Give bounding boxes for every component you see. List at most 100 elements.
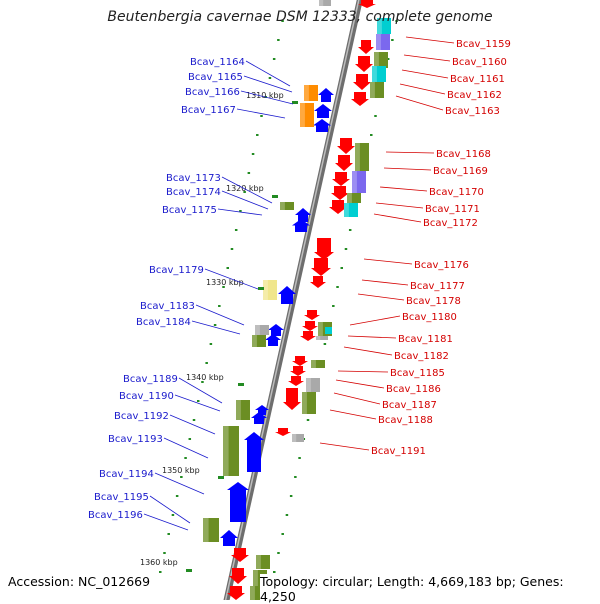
cog-block-shade (236, 400, 241, 420)
cog-block-shade (253, 570, 258, 586)
guide-dot-right (344, 248, 348, 250)
cog-block (352, 171, 366, 193)
gene-forward (295, 208, 311, 222)
cog-block-shade (316, 336, 321, 340)
gene-label-right: Bcav_1171 (425, 204, 480, 215)
label-leader-left (143, 513, 189, 531)
label-leader-right (357, 293, 405, 301)
guide-dot-left (180, 476, 183, 478)
gene-label-right: Bcav_1160 (452, 57, 507, 68)
guide-dot-left (192, 419, 196, 421)
guide-dot-right (332, 305, 335, 307)
cog-block-shade (280, 202, 285, 210)
gene-reverse (227, 586, 245, 600)
gene-label-left: Bcav_1190 (119, 391, 174, 402)
label-leader-right (343, 346, 393, 356)
cog-block-shade (352, 171, 357, 193)
gene-label-left: Bcav_1173 (166, 173, 221, 184)
cog-block (263, 280, 277, 300)
guide-dot-left (209, 343, 213, 345)
gene-reverse (337, 138, 355, 154)
cog-block-shade (256, 555, 261, 569)
genome-backbone (222, 0, 363, 604)
gene-label-right: Bcav_1169 (433, 166, 488, 177)
gene-reverse (229, 568, 247, 584)
cog-block-shade (370, 82, 375, 98)
label-leader-left (221, 190, 269, 210)
gene-label-left: Bcav_1165 (188, 72, 243, 83)
guide-dot-right (298, 457, 301, 459)
gene-reverse (288, 376, 304, 386)
cog-block-shade (250, 586, 255, 600)
guide-dot-right (370, 134, 373, 136)
guide-dot-right (386, 58, 390, 60)
accession-text: Accession: NC_012669 (8, 574, 151, 589)
gene-reverse (310, 276, 326, 288)
label-leader-left (195, 304, 245, 326)
guide-dot-left (226, 267, 230, 269)
cog-block-shade (377, 18, 382, 34)
cog-block (372, 66, 386, 82)
gene-label-right: Bcav_1187 (382, 400, 437, 411)
cog-block-shade (223, 426, 229, 476)
guide-dot-left (247, 172, 251, 174)
cog-block-shade (344, 203, 349, 217)
scale-tick-mark (238, 383, 244, 386)
gene-label-right: Bcav_1180 (402, 312, 457, 323)
topology-text: Topology: circular; Length: 4,669,183 bp… (260, 574, 600, 604)
gene-label-left: Bcav_1193 (108, 434, 163, 445)
gene-label-right: Bcav_1188 (378, 415, 433, 426)
cog-block (344, 203, 358, 217)
scale-tick-label: 1340 kbp (186, 373, 224, 382)
guide-dot-right (348, 229, 352, 231)
gene-reverse (302, 321, 318, 331)
label-leader-right (405, 36, 455, 44)
label-leader-right (385, 151, 435, 154)
label-leader-left (154, 472, 205, 495)
gene-reverse (304, 310, 320, 320)
label-leader-right (363, 258, 413, 265)
scale-tick-mark (186, 569, 192, 572)
label-leader-left (149, 495, 191, 524)
label-leader-right (403, 54, 451, 62)
gene-reverse (311, 258, 331, 276)
gene-reverse (331, 186, 349, 200)
guide-dot-left (171, 514, 175, 516)
gene-reverse (355, 56, 373, 72)
cog-block (376, 34, 390, 50)
label-leader-right (337, 370, 389, 373)
guide-dot-left (167, 533, 170, 535)
guide-dot-left (188, 438, 192, 440)
guide-dot-left (163, 552, 166, 554)
scale-tick-mark (292, 101, 298, 104)
guide-dot-left (277, 39, 280, 41)
guide-dot-right (374, 115, 377, 117)
cog-block-shade (252, 335, 257, 347)
gene-label-right: Bcav_1191 (371, 446, 426, 457)
cog-block (223, 426, 239, 476)
label-leader-left (217, 208, 263, 216)
cog-block (370, 82, 384, 98)
gene-label-left: Bcav_1192 (114, 411, 169, 422)
cog-block-shade (376, 34, 381, 50)
gene-forward (314, 104, 332, 118)
gene-label-left: Bcav_1194 (99, 469, 154, 480)
gene-label-right: Bcav_1172 (423, 218, 478, 229)
guide-dot-left (260, 115, 263, 117)
label-leader-right (373, 213, 422, 223)
gene-label-left: Bcav_1189 (123, 374, 178, 385)
cog-block (302, 392, 316, 414)
cog-block-shade (374, 52, 379, 68)
guide-dot-left (213, 324, 217, 326)
cog-block (236, 400, 250, 420)
label-leader-left (163, 437, 209, 459)
cog-block (316, 336, 328, 340)
gene-forward (251, 412, 267, 424)
guide-dot-right (306, 419, 310, 421)
gene-label-left: Bcav_1167 (181, 105, 236, 116)
gene-reverse (300, 331, 316, 341)
gene-forward (265, 334, 281, 346)
gene-label-left: Bcav_1174 (166, 187, 221, 198)
